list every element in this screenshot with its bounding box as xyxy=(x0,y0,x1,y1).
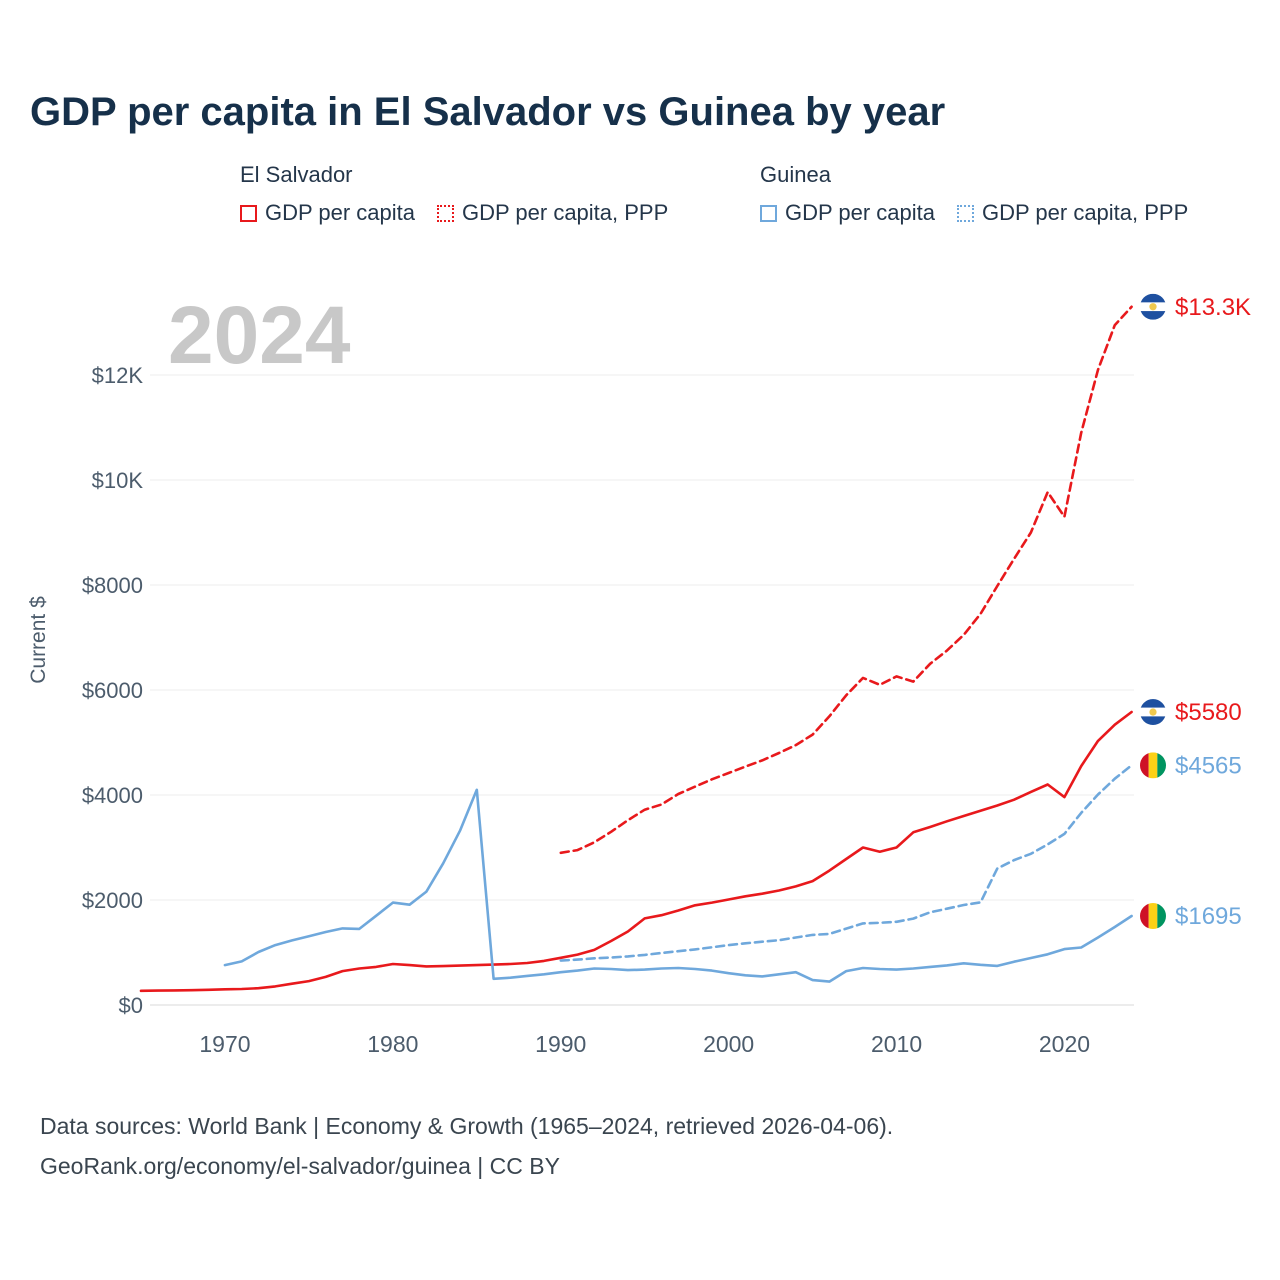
x-tick-label: 1990 xyxy=(535,1031,586,1057)
series-end-label: $1695 xyxy=(1175,903,1242,930)
dotted-blue-line-swatch-icon xyxy=(957,204,975,222)
y-tick-label: $2000 xyxy=(82,888,143,913)
page-title: GDP per capita in El Salvador vs Guinea … xyxy=(30,90,946,134)
legend: El Salvador GDP per capita GDP per capit… xyxy=(0,162,1280,232)
y-tick-label: $10K xyxy=(92,468,144,493)
series-line-2 xyxy=(559,763,1133,962)
legend-item-label: GDP per capita, PPP xyxy=(982,200,1189,225)
data-sources-line: Data sources: World Bank | Economy & Gro… xyxy=(40,1113,894,1139)
footer: Data sources: World Bank | Economy & Gro… xyxy=(40,1106,893,1186)
y-tick-label: $0 xyxy=(119,993,143,1018)
legend-item-el-salvador-gdp[interactable]: GDP per capita xyxy=(240,200,415,226)
legend-group-guinea: Guinea GDP per capita GDP per capita, PP… xyxy=(760,162,1188,226)
x-tick-label: 1970 xyxy=(199,1031,250,1057)
x-tick-label: 1980 xyxy=(367,1031,418,1057)
series-end-marker: $5580 xyxy=(1140,699,1242,726)
series-end-label: $13.3K xyxy=(1175,294,1251,321)
x-tick-label: 2020 xyxy=(1039,1031,1090,1057)
legend-row: GDP per capita GDP per capita, PPP xyxy=(760,200,1188,226)
y-tick-label: $6000 xyxy=(82,678,143,703)
legend-country-el-salvador: El Salvador xyxy=(240,162,353,187)
y-tick-label: $8000 xyxy=(82,573,143,598)
series-end-marker: $1695 xyxy=(1140,903,1242,930)
y-axis-title: Current $ xyxy=(27,596,50,684)
series-line-0 xyxy=(559,305,1133,855)
solid-blue-line-swatch-icon xyxy=(760,204,777,222)
guinea-flag-icon xyxy=(1140,903,1149,930)
legend-group-el-salvador: El Salvador GDP per capita GDP per capit… xyxy=(240,162,668,226)
guinea-flag-icon xyxy=(1140,752,1149,779)
el-salvador-flag-icon xyxy=(1140,293,1166,303)
dotted-red-line-swatch-icon xyxy=(437,204,455,222)
series-end-label: $4565 xyxy=(1175,752,1242,779)
series-end-label: $5580 xyxy=(1175,699,1242,726)
series-end-marker: $13.3K xyxy=(1140,293,1251,321)
legend-item-el-salvador-gdp-ppp[interactable]: GDP per capita, PPP xyxy=(437,200,668,226)
legend-row: GDP per capita GDP per capita, PPP xyxy=(240,200,668,226)
solid-red-line-swatch-icon xyxy=(240,204,257,222)
legend-item-guinea-gdp-ppp[interactable]: GDP per capita, PPP xyxy=(957,200,1188,226)
x-tick-label: 2010 xyxy=(871,1031,922,1057)
legend-item-label: GDP per capita, PPP xyxy=(462,200,669,225)
series-end-marker: $4565 xyxy=(1140,752,1242,779)
x-tick-label: 2000 xyxy=(703,1031,754,1057)
legend-country-guinea: Guinea xyxy=(760,162,831,187)
y-tick-label: $4000 xyxy=(82,783,143,808)
series-line-1 xyxy=(139,710,1133,993)
y-tick-label: $12K xyxy=(92,363,144,388)
el-salvador-flag-icon xyxy=(1140,699,1166,708)
legend-item-guinea-gdp[interactable]: GDP per capita xyxy=(760,200,935,226)
watermark-year: 2024 xyxy=(168,290,351,381)
series-line-3 xyxy=(223,788,1133,983)
legend-item-label: GDP per capita xyxy=(785,200,936,225)
attribution-line: GeoRank.org/economy/el-salvador/guinea |… xyxy=(40,1153,560,1179)
legend-item-label: GDP per capita xyxy=(265,200,416,225)
